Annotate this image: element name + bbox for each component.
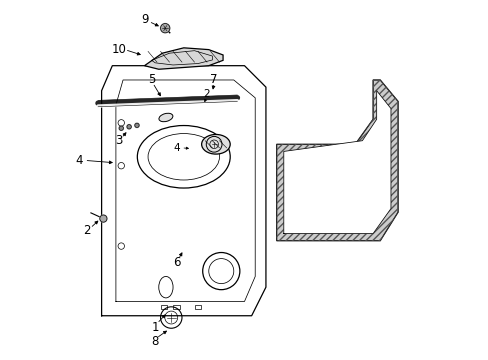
Text: 9: 9: [141, 13, 149, 26]
Polygon shape: [283, 91, 390, 234]
Bar: [173, 305, 180, 309]
Text: 2: 2: [203, 89, 210, 99]
Ellipse shape: [159, 113, 173, 122]
Polygon shape: [144, 48, 223, 69]
Text: 4: 4: [76, 154, 83, 167]
Ellipse shape: [201, 134, 230, 154]
Text: 1: 1: [151, 321, 159, 334]
Text: 7: 7: [210, 73, 218, 86]
Text: 10: 10: [111, 43, 126, 56]
Bar: [194, 305, 201, 309]
Text: 2: 2: [82, 224, 90, 237]
Text: 4: 4: [173, 143, 180, 153]
Circle shape: [127, 125, 131, 129]
Circle shape: [119, 126, 123, 130]
Circle shape: [160, 23, 169, 33]
Polygon shape: [276, 80, 397, 241]
Text: 6: 6: [173, 256, 180, 269]
Text: 5: 5: [148, 73, 155, 86]
Text: 8: 8: [150, 335, 158, 348]
Text: 3: 3: [115, 134, 122, 147]
Circle shape: [100, 215, 107, 222]
Bar: [161, 305, 167, 309]
Polygon shape: [283, 91, 390, 234]
Circle shape: [135, 123, 139, 127]
